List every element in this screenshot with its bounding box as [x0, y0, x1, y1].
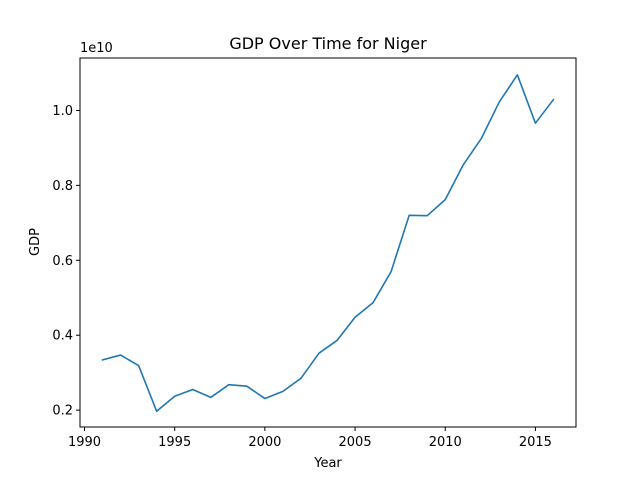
chart-title: GDP Over Time for Niger [229, 34, 427, 53]
y-tick-label: 0.8 [52, 179, 73, 194]
series-line-gdp [101, 74, 555, 413]
y-tick-label: 1.0 [52, 104, 73, 119]
y-tick-label: 0.2 [52, 404, 73, 419]
y-axis-ticks: 0.2 0.4 0.6 0.8 1.0 [52, 104, 80, 419]
y-tick-label: 0.6 [52, 254, 73, 269]
y-axis-label: GDP [28, 228, 43, 256]
x-tick-label: 2015 [519, 435, 552, 450]
plot-area [80, 58, 576, 427]
x-axis-label: Year [313, 456, 342, 471]
y-tick-label: 0.4 [52, 329, 73, 344]
y-offset-label: 1e10 [80, 41, 113, 56]
x-tick-label: 2005 [339, 435, 372, 450]
x-tick-label: 1995 [158, 435, 191, 450]
x-axis-ticks: 1990 1995 2000 2005 2010 2015 [68, 427, 552, 450]
x-tick-label: 2000 [248, 435, 281, 450]
series-layer [101, 74, 555, 413]
plot-frame [79, 57, 577, 428]
x-tick-label: 2010 [429, 435, 462, 450]
x-tick-label: 1990 [68, 435, 101, 450]
